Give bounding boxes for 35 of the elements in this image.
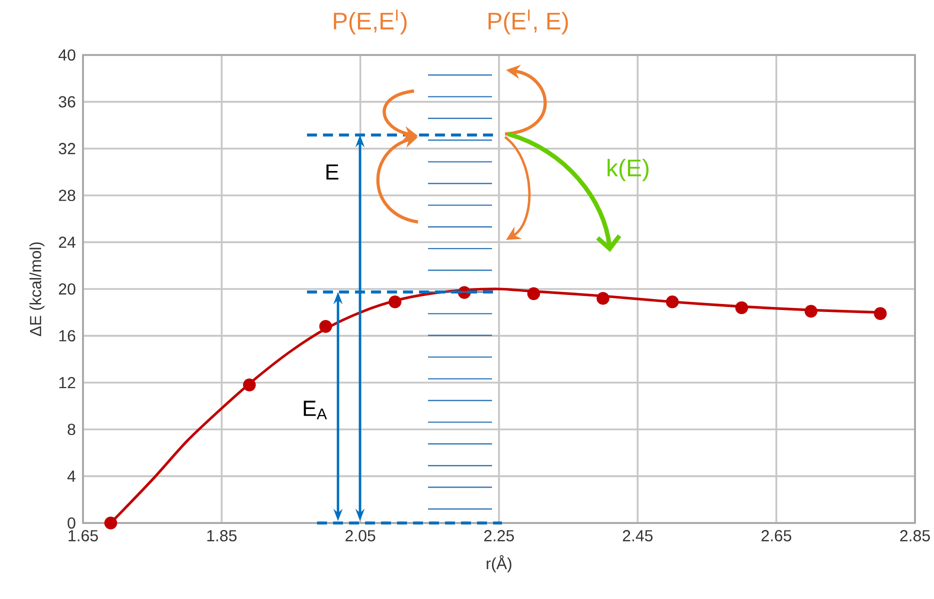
x-tick-label: 1.65 (68, 530, 98, 542)
y-tick-label: 0 (68, 517, 76, 529)
y-tick-label: 36 (58, 96, 76, 108)
y-axis-title: ΔE (kcal/mol) (29, 242, 44, 336)
y-tick-label: 20 (58, 283, 76, 295)
text: P(E,E$^{I}$) (334, 10, 407, 34)
x-tick-label: 2.05 (346, 530, 376, 542)
point (319, 320, 332, 333)
x-tick-label: 1.85 (207, 530, 237, 542)
point (527, 287, 540, 300)
point (104, 516, 118, 530)
x-tick-label: 2.45 (622, 530, 653, 542)
y-tick-label: 40 (58, 49, 76, 61)
point (735, 301, 748, 314)
y-tick-label: 12 (59, 377, 76, 388)
point (874, 307, 887, 320)
y-tick-label: 28 (58, 190, 76, 202)
point (666, 295, 679, 308)
y-tick-label: 24 (58, 236, 76, 248)
annotation: E$_{A}$ (304, 400, 327, 420)
y-tick-label: 8 (68, 424, 76, 436)
x-tick-label: 2.85 (900, 530, 930, 542)
point (243, 378, 256, 392)
x-axis-title: r(Å) (486, 555, 512, 572)
y-tick-label: 4 (67, 470, 76, 482)
y-tick-label: 16 (59, 330, 76, 342)
annotation: k(E) (608, 158, 648, 182)
annotation: E (326, 164, 338, 180)
x-tick-label: 2.25 (484, 530, 514, 542)
point (388, 295, 402, 308)
y-tick-label: 32 (58, 142, 76, 154)
text: P(E$^{I}$, E) (488, 10, 568, 34)
point (804, 304, 818, 318)
point (596, 292, 610, 305)
x-tick-label: 2.65 (762, 530, 792, 542)
